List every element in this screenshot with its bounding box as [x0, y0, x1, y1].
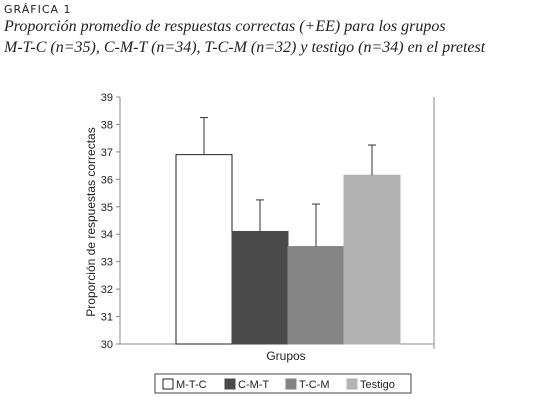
chart-title: Proporción promedio de respuestas correc…: [4, 16, 485, 58]
y-tick-label: 33: [101, 257, 113, 269]
y-tick-label: 36: [101, 174, 113, 186]
y-tick-label: 30: [101, 339, 113, 351]
figure-label: GRÁFICA 1: [4, 3, 72, 16]
y-tick-label: 32: [101, 284, 113, 296]
y-tick-label: 37: [101, 147, 113, 159]
chart-title-line-1: Proporción promedio de respuestas correc…: [4, 18, 446, 35]
bar: [287, 246, 345, 345]
y-axis-title: Proporción de respuestas correctas: [84, 127, 98, 316]
y-tick-label: 39: [101, 92, 113, 104]
y-tick-label: 31: [101, 312, 113, 324]
y-axis-ticks: 30 31 32 33 34 35 36 37 38 39: [101, 92, 120, 351]
y-tick-label: 34: [101, 229, 113, 241]
bar: [343, 174, 401, 345]
y-tick-label: 35: [101, 202, 113, 214]
x-axis-title: Grupos: [266, 349, 305, 363]
legend-label: M-T-C: [176, 379, 207, 391]
error-bars: [200, 117, 376, 247]
legend-swatch: [162, 378, 174, 390]
y-tick-label: 38: [101, 119, 113, 131]
legend-label: C-M-T: [238, 379, 269, 391]
bar: [175, 154, 233, 345]
bar: [231, 230, 289, 345]
legend-label: Testigo: [360, 379, 395, 391]
legend-swatch: [346, 378, 358, 390]
legend-swatch: [285, 378, 297, 390]
bars: [175, 154, 401, 345]
chart-title-line-2: M-T-C (n=35), C-M-T (n=34), T-C-M (n=32)…: [4, 39, 486, 56]
legend-swatch: [224, 378, 236, 390]
legend-label: T-C-M: [299, 379, 330, 391]
legend: M-T-C C-M-T T-C-M Testigo: [154, 373, 412, 394]
